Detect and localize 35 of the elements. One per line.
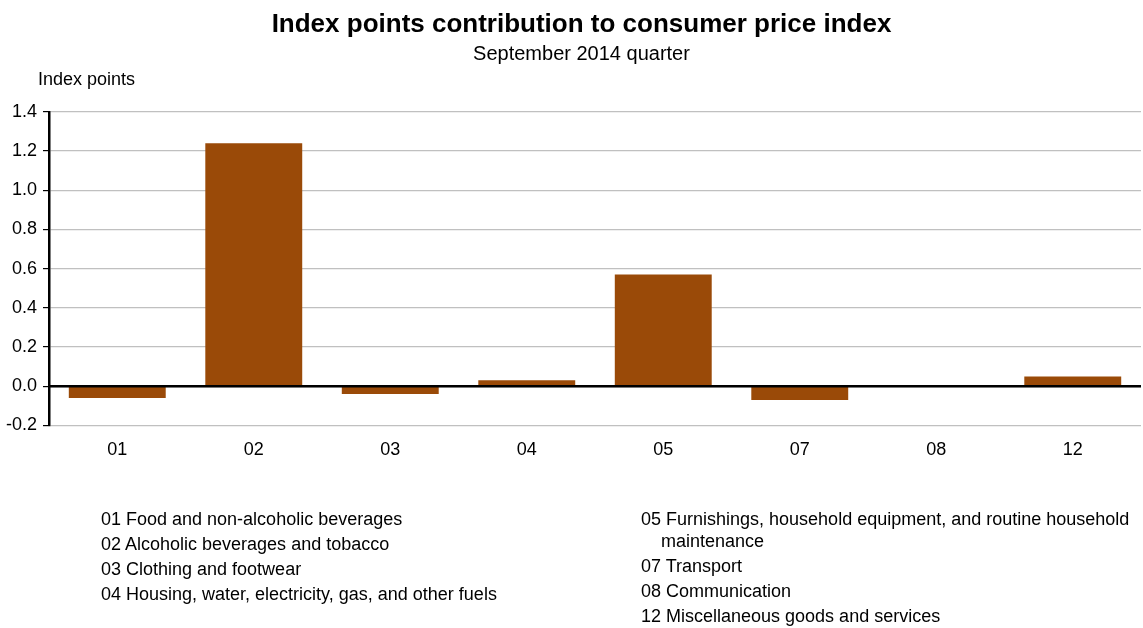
- y-tick-label: 0.6: [11, 257, 38, 278]
- y-tick-label: -0.2: [5, 414, 38, 435]
- text: 07 Transport: [641, 555, 744, 577]
- bar: [614, 274, 712, 386]
- chart-title: Index points contribution to consumer price index: [270, 8, 893, 39]
- x-tick-label: 12: [1062, 439, 1083, 460]
- bar: [205, 143, 303, 386]
- bar: [478, 380, 576, 386]
- bar: [1024, 376, 1122, 386]
- text: 03 Clothing and footwear: [101, 558, 303, 580]
- text: 02 Alcoholic beverages and tobacco: [101, 533, 391, 555]
- x-tick-label: 03: [380, 439, 401, 460]
- y-axis-title: Index points: [38, 69, 136, 90]
- y-tick-label: 0.2: [11, 335, 38, 356]
- y-tick-label: 1.4: [11, 100, 38, 121]
- text: 04 Housing, water, electricity, gas, and other fuels: [101, 583, 498, 605]
- y-tick-label: 0.4: [11, 296, 38, 317]
- text: 08 Communication: [641, 580, 793, 602]
- text: 12 Miscellaneous goods and services: [641, 605, 942, 627]
- bar: [341, 386, 439, 395]
- bar: [68, 386, 166, 398]
- x-tick-label: 05: [653, 439, 674, 460]
- y-tick-label: 0.0: [11, 375, 38, 396]
- x-tick-label: 02: [243, 439, 264, 460]
- bar: [751, 386, 849, 400]
- x-tick-label: 04: [516, 439, 537, 460]
- chart-subtitle: September 2014 quarter: [472, 42, 691, 65]
- y-tick-label: 0.8: [11, 218, 38, 239]
- text: 05 Furnishings, household equipment, and routine household maintenance: [641, 508, 1131, 552]
- text: 01 Food and non-alcoholic beverages: [101, 508, 404, 530]
- y-tick-label: 1.0: [11, 179, 38, 200]
- y-tick-label: 1.2: [11, 139, 38, 160]
- x-tick-label: 01: [107, 439, 128, 460]
- x-tick-label: 08: [926, 439, 947, 460]
- x-tick-label: 07: [789, 439, 810, 460]
